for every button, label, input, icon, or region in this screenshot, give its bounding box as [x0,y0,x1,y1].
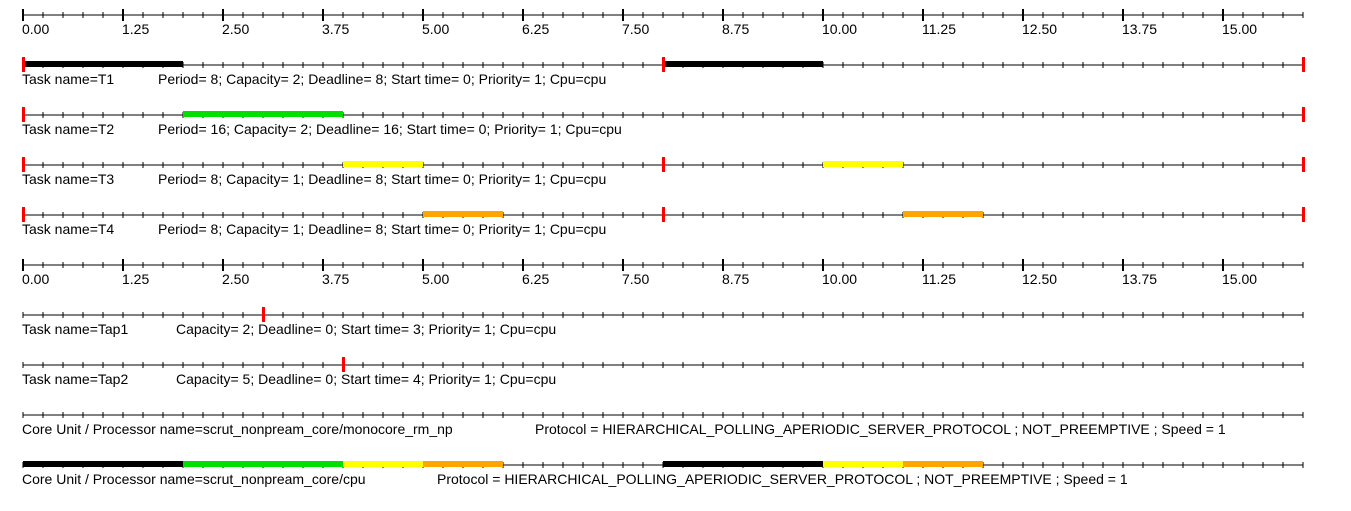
execution-segment-t1 [23,61,183,67]
row-parameters-label: Period= 16; Capacity= 2; Deadline= 16; S… [158,121,622,137]
event-marker [662,57,665,72]
axis-tick-label: 11.25 [922,271,956,287]
execution-segment-t2 [183,111,343,117]
axis-tick-label: 5.00 [422,271,449,287]
axis-tick-label: 15.00 [1222,271,1257,287]
execution-segment-t3 [343,461,423,467]
event-marker [1302,57,1305,72]
execution-segment-t3 [823,461,903,467]
execution-segment-t4 [903,461,983,467]
row-name-label: Core Unit / Processor name=scrut_nonprea… [22,471,366,487]
row-tap2: Task name=Tap2 Capacity= 5; Deadline= 0; … [22,357,1304,387]
axis-tick-label: 10.00 [822,271,857,287]
axis-tick-label: 3.75 [322,271,349,287]
row-name-label: Task name=T3 [22,171,114,187]
row-cpu: Core Unit / Processor name=scrut_nonprea… [22,461,1304,487]
row-name-label: Core Unit / Processor name=scrut_nonprea… [22,421,453,437]
axis-tick-label: 0.00 [22,271,49,287]
axis-tick-label: 2.50 [222,271,249,287]
event-marker [22,157,25,172]
row-core: Core Unit / Processor name=scrut_nonprea… [22,412,1304,437]
row-parameters-label: Protocol = HIERARCHICAL_POLLING_APERIODI… [437,471,1128,487]
execution-segment-t4 [903,211,983,217]
axis-tick-label: 3.75 [322,21,349,37]
axis-tick-label: 2.50 [222,21,249,37]
axis-tick-label: 1.25 [122,21,149,37]
time-axis-middle: 0.00 1.25 2.50 3.75 5.00 6.25 7.50 8.75 10.00 11.… [22,259,1304,287]
row-t2: Task name=T2 Period= 16; Capacity= 2; Dea… [22,107,1305,137]
event-marker [1302,107,1305,122]
row-t3: Task name=T3 Period= 8; Capacity= 1; Dead… [22,157,1305,187]
axis-tick-label: 7.50 [622,271,649,287]
axis-tick-label: 11.25 [922,21,956,37]
axis-tick-label: 10.00 [822,21,857,37]
axis-tick-label: 12.50 [1022,21,1057,37]
event-marker [22,57,25,72]
row-t1: Task name=T1 Period= 8; Capacity= 2; Dead… [22,57,1305,87]
axis-tick-label: 15.00 [1222,21,1257,37]
execution-segment-t3 [343,161,423,167]
axis-tick-label: 0.00 [22,21,49,37]
event-marker [22,107,25,122]
row-parameters-label: Period= 8; Capacity= 1; Deadline= 8; Sta… [158,221,606,237]
row-name-label: Task name=T4 [22,221,114,237]
axis-tick-label: 6.25 [522,271,549,287]
execution-segment-t1 [663,461,823,467]
row-name-label: Task name=T1 [22,71,114,87]
row-parameters-label: Protocol = HIERARCHICAL_POLLING_APERIODI… [535,421,1226,437]
axis-tick-label: 13.75 [1122,21,1157,37]
row-tap1: Task name=Tap1 Capacity= 2; Deadline= 0; … [22,307,1304,337]
event-marker [1302,207,1305,222]
execution-segment-t3 [823,161,903,167]
row-name-label: Task name=Tap2 [22,371,128,387]
axis-tick-label: 6.25 [522,21,549,37]
axis-tick-label: 7.50 [622,21,649,37]
row-name-label: Task name=T2 [22,121,114,137]
event-marker [662,157,665,172]
time-axis-top: 0.00 1.25 2.50 3.75 5.00 6.25 7.50 8.75 10.00 11.… [22,9,1304,37]
event-marker [1302,157,1305,172]
axis-tick-label: 5.00 [422,21,449,37]
event-marker [22,207,25,222]
event-marker [262,307,265,322]
row-parameters-label: Capacity= 5; Deadline= 0; Start time= 4;… [176,371,556,387]
axis-tick-label: 1.25 [122,271,149,287]
axis-tick-label: 8.75 [722,271,749,287]
row-t4: Task name=T4 Period= 8; Capacity= 1; Dead… [22,207,1305,237]
task-rows: Task name=T1 Period= 8; Capacity= 2; Dead… [22,57,1305,487]
axis-tick-label: 12.50 [1022,271,1057,287]
row-parameters-label: Period= 8; Capacity= 2; Deadline= 8; Sta… [158,71,606,87]
event-marker [662,207,665,222]
execution-segment-t4 [423,461,503,467]
execution-segment-t1 [663,61,823,67]
execution-segment-t2 [183,461,343,467]
row-parameters-label: Period= 8; Capacity= 1; Deadline= 8; Sta… [158,171,606,187]
time-axes: 0.00 1.25 2.50 3.75 5.00 6.25 7.50 8.75 10.00 11.… [22,9,1304,287]
row-parameters-label: Capacity= 2; Deadline= 0; Start time= 3;… [176,321,556,337]
execution-segment-t1 [23,461,183,467]
event-marker [342,357,345,372]
axis-tick-label: 13.75 [1122,271,1157,287]
row-name-label: Task name=Tap1 [22,321,128,337]
axis-tick-label: 8.75 [722,21,749,37]
execution-segment-t4 [423,211,503,217]
